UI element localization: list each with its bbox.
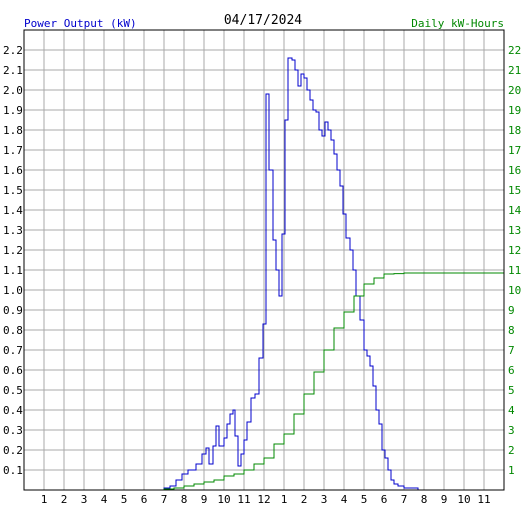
x-tick-label: 6: [141, 493, 148, 506]
y-left-tick-label: 1.7: [3, 144, 23, 157]
x-tick-label: 2: [61, 493, 68, 506]
x-tick-label: 3: [81, 493, 88, 506]
y-right-tick-label: 19: [508, 104, 521, 117]
y-left-tick-label: 0.9: [3, 304, 23, 317]
y-right-tick-label: 5: [508, 384, 515, 397]
y-right-tick-label: 12: [508, 244, 521, 257]
y-left-tick-label: 1.8: [3, 124, 23, 137]
x-tick-label: 4: [101, 493, 108, 506]
y-right-tick-label: 20: [508, 84, 521, 97]
y-right-tick-label: 3: [508, 424, 515, 437]
y-right-tick-label: 16: [508, 164, 521, 177]
y-right-tick-label: 7: [508, 344, 515, 357]
power-output-line: [24, 57, 504, 491]
chart-title: 04/17/2024: [224, 13, 302, 28]
y-left-tick-label: 1.6: [3, 164, 23, 177]
plot-frame: [23, 29, 505, 491]
axis-ticks: 1 2 3 4 5 6 7 8 9 10 11 12 1 2 3 4 5 6 7 8 9 10 110.10.20.30.4…: [3, 44, 522, 506]
x-tick-label: 9: [441, 493, 448, 506]
y-right-tick-label: 1: [508, 464, 515, 477]
y-right-tick-label: 4: [508, 404, 515, 417]
x-tick-label: 5: [361, 493, 368, 506]
x-tick-label: 10: [457, 493, 470, 506]
x-tick-label: 7: [401, 493, 408, 506]
x-tick-label: 9: [201, 493, 208, 506]
daily-kwh-line: [24, 272, 504, 491]
x-tick-label: 4: [341, 493, 348, 506]
x-tick-label: 3: [321, 493, 328, 506]
y-left-tick-label: 0.5: [3, 384, 23, 397]
y-right-tick-label: 18: [508, 124, 521, 137]
y-left-tick-label: 0.2: [3, 444, 23, 457]
y-right-tick-label: 2: [508, 444, 515, 457]
y-right-tick-label: 8: [508, 324, 515, 337]
x-tick-label: 12: [257, 493, 270, 506]
y-left-tick-label: 1.2: [3, 244, 23, 257]
chart-grid: [24, 30, 504, 490]
right-axis-label: Daily kW-Hours: [411, 17, 504, 30]
y-right-tick-label: 9: [508, 304, 515, 317]
x-tick-label: 1: [41, 493, 48, 506]
x-tick-label: 2: [301, 493, 308, 506]
y-left-tick-label: 2.1: [3, 64, 23, 77]
y-left-tick-label: 0.3: [3, 424, 23, 437]
y-left-tick-label: 1.0: [3, 284, 23, 297]
y-left-tick-label: 0.1: [3, 464, 23, 477]
y-left-tick-label: 0.4: [3, 404, 23, 417]
y-left-tick-label: 1.9: [3, 104, 23, 117]
x-tick-label: 7: [161, 493, 168, 506]
x-tick-label: 11: [237, 493, 250, 506]
x-tick-label: 1: [281, 493, 288, 506]
y-left-tick-label: 1.1: [3, 264, 23, 277]
y-left-tick-label: 2.2: [3, 44, 23, 57]
x-tick-label: 8: [181, 493, 188, 506]
y-right-tick-label: 15: [508, 184, 521, 197]
y-right-tick-label: 17: [508, 144, 521, 157]
x-tick-label: 8: [421, 493, 428, 506]
y-left-tick-label: 2.0: [3, 84, 23, 97]
y-right-tick-label: 6: [508, 364, 515, 377]
x-tick-label: 5: [121, 493, 128, 506]
y-right-tick-label: 14: [508, 204, 522, 217]
y-left-tick-label: 0.7: [3, 344, 23, 357]
y-right-tick-label: 22: [508, 44, 521, 57]
y-left-tick-label: 1.3: [3, 224, 23, 237]
y-right-tick-label: 13: [508, 224, 521, 237]
x-tick-label: 6: [381, 493, 388, 506]
chart-series: [24, 57, 504, 491]
x-tick-label: 11: [477, 493, 490, 506]
y-left-tick-label: 1.4: [3, 204, 23, 217]
y-left-tick-label: 1.5: [3, 184, 23, 197]
y-right-tick-label: 11: [508, 264, 521, 277]
x-tick-label: 10: [217, 493, 230, 506]
y-right-tick-label: 21: [508, 64, 521, 77]
y-left-tick-label: 0.8: [3, 324, 23, 337]
y-right-tick-label: 10: [508, 284, 521, 297]
left-axis-label: Power Output (kW): [24, 17, 137, 30]
y-left-tick-label: 0.6: [3, 364, 23, 377]
